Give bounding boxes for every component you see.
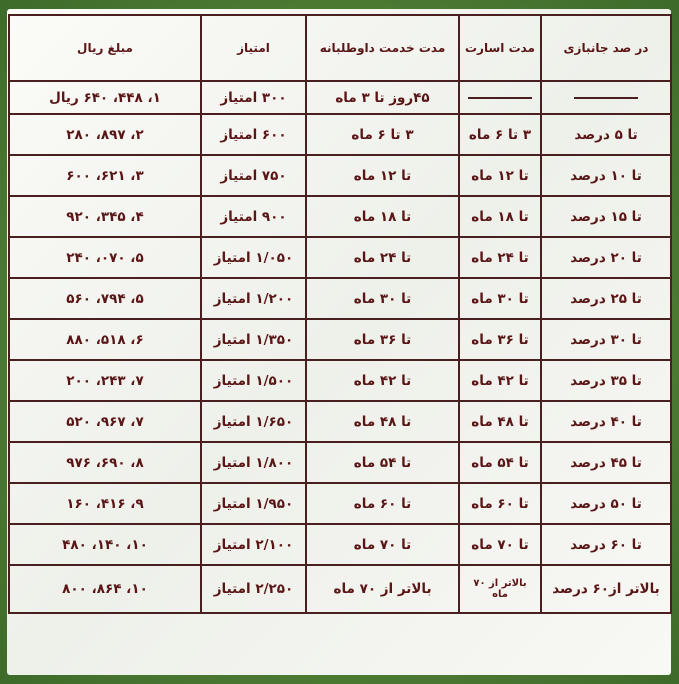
disability-cell: تا ۲۵ درصد xyxy=(540,277,672,320)
service-cell: تا ۳۶ ماه xyxy=(305,318,460,361)
service-cell: تا ۱۲ ماه xyxy=(305,154,460,197)
captivity-cell: تا ۵۴ ماه xyxy=(458,441,542,484)
service-cell: تا ۶۰ ماه xyxy=(305,482,460,525)
captivity-cell: بالاتر از ۷۰ ماه xyxy=(458,564,542,614)
disability-cell: تا ۲۰ درصد xyxy=(540,236,672,279)
captivity-cell: تا ۳۰ ماه xyxy=(458,277,542,320)
header-cell: مدت اسارت xyxy=(458,14,542,82)
table-row: تا ۳۵ درصد تا ۴۲ ماه تا ۴۲ ماه ۱/۵۰۰ امتیاز… xyxy=(8,359,672,402)
service-cell: بالاتر از ۷۰ ماه xyxy=(305,564,460,614)
service-cell: ۳ تا ۶ ماه xyxy=(305,113,460,156)
captivity-cell: تا ۱۸ ماه xyxy=(458,195,542,238)
points-cell: ۱/۰۵۰ امتیاز xyxy=(200,236,307,279)
amount-cell: ۷، ۹۶۷، ۵۲۰ xyxy=(8,400,202,443)
disability-cell: تا ۵۰ درصد xyxy=(540,482,672,525)
captivity-cell: تا ۳۶ ماه xyxy=(458,318,542,361)
table-row: تا ۵۰ درصد تا ۶۰ ماه تا ۶۰ ماه ۱/۹۵۰ امتیاز… xyxy=(8,482,672,525)
amount-cell: ۴، ۳۴۵، ۹۲۰ xyxy=(8,195,202,238)
service-cell: تا ۱۸ ماه xyxy=(305,195,460,238)
points-cell: ۱/۵۰۰ امتیاز xyxy=(200,359,307,402)
amount-cell: ۲، ۸۹۷، ۲۸۰ xyxy=(8,113,202,156)
amount-cell: ۱۰، ۸۶۴، ۸۰۰ xyxy=(8,564,202,614)
disability-cell: تا ۶۰ درصد xyxy=(540,523,672,566)
points-cell: ۱/۳۵۰ امتیاز xyxy=(200,318,307,361)
amount-cell: ۵، ۰۷۰، ۲۴۰ xyxy=(8,236,202,279)
header-cell: مدت خدمت داوطلبانه xyxy=(305,14,460,82)
disability-cell: تا ۱۵ درصد xyxy=(540,195,672,238)
captivity-cell: تا ۲۴ ماه xyxy=(458,236,542,279)
points-cell: ۱/۶۵۰ امتیاز xyxy=(200,400,307,443)
table-row: تا ۴۵ درصد تا ۵۴ ماه تا ۵۴ ماه ۱/۸۰۰ امتیاز… xyxy=(8,441,672,484)
disability-cell: تا ۳۵ درصد xyxy=(540,359,672,402)
points-cell: ۷۵۰ امتیاز xyxy=(200,154,307,197)
dash xyxy=(574,96,638,99)
amount-cell: ۳، ۶۲۱، ۶۰۰ xyxy=(8,154,202,197)
points-cell: ۱/۹۵۰ امتیاز xyxy=(200,482,307,525)
service-cell: تا ۴۲ ماه xyxy=(305,359,460,402)
amount-cell: ۹، ۴۱۶، ۱۶۰ xyxy=(8,482,202,525)
panel: در صد جانبازی مدت اسارت مدت خدمت داوطلبانه… xyxy=(7,9,672,675)
points-cell: ۲/۱۰۰ امتیاز xyxy=(200,523,307,566)
captivity-cell: تا ۷۰ ماه xyxy=(458,523,542,566)
amount-cell: ۱، ۴۴۸، ۶۴۰ ریال xyxy=(8,80,202,115)
points-cell: ۲/۲۵۰ امتیاز xyxy=(200,564,307,614)
disability-cell: تا ۱۰ درصد xyxy=(540,154,672,197)
table-row: تا ۳۰ درصد تا ۳۶ ماه تا ۳۶ ماه ۱/۳۵۰ امتیاز… xyxy=(8,318,672,361)
disability-cell: بالاتر از۶۰ درصد xyxy=(540,564,672,614)
amount-cell: ۱۰، ۱۴۰، ۴۸۰ xyxy=(8,523,202,566)
table-row: تا ۴۰ درصد تا ۴۸ ماه تا ۴۸ ماه ۱/۶۵۰ امتیاز… xyxy=(8,400,672,443)
points-cell: ۳۰۰ امتیاز xyxy=(200,80,307,115)
disability-cell: تا ۵ درصد xyxy=(540,113,672,156)
service-cell: ۴۵روز تا ۳ ماه xyxy=(305,80,460,115)
header-cell: امتیاز xyxy=(200,14,307,82)
amount-cell: ۶، ۵۱۸، ۸۸۰ xyxy=(8,318,202,361)
captivity-cell: تا ۶۰ ماه xyxy=(458,482,542,525)
amount-cell: ۷، ۲۴۳، ۲۰۰ xyxy=(8,359,202,402)
service-cell: تا ۲۴ ماه xyxy=(305,236,460,279)
table-row: تا ۱۰ درصد تا ۱۲ ماه تا ۱۲ ماه ۷۵۰ امتیاز ۳،… xyxy=(8,154,672,197)
amount-cell: ۵، ۷۹۴، ۵۶۰ xyxy=(8,277,202,320)
points-cell: ۱/۲۰۰ امتیاز xyxy=(200,277,307,320)
points-cell: ۱/۸۰۰ امتیاز xyxy=(200,441,307,484)
points-cell: ۶۰۰ امتیاز xyxy=(200,113,307,156)
table-row: تا ۱۵ درصد تا ۱۸ ماه تا ۱۸ ماه ۹۰۰ امتیاز ۴،… xyxy=(8,195,672,238)
disability-cell: تا ۳۰ درصد xyxy=(540,318,672,361)
captivity-cell: ۳ تا ۶ ماه xyxy=(458,113,542,156)
header-cell: در صد جانبازی xyxy=(540,14,672,82)
captivity-cell: تا ۱۲ ماه xyxy=(458,154,542,197)
points-cell: ۹۰۰ امتیاز xyxy=(200,195,307,238)
service-cell: تا ۷۰ ماه xyxy=(305,523,460,566)
captivity-cell: تا ۴۸ ماه xyxy=(458,400,542,443)
disability-cell xyxy=(540,80,672,115)
table-row: ۴۵روز تا ۳ ماه ۳۰۰ امتیاز ۱، ۴۴۸، ۶۴۰ ریال xyxy=(8,80,672,115)
dash xyxy=(468,96,532,99)
table-row: تا ۶۰ درصد تا ۷۰ ماه تا ۷۰ ماه ۲/۱۰۰ امتیاز… xyxy=(8,523,672,566)
service-cell: تا ۵۴ ماه xyxy=(305,441,460,484)
table-row: بالاتر از۶۰ درصد بالاتر از ۷۰ ماه بالاتر ا… xyxy=(8,564,672,614)
table-row: تا ۲۵ درصد تا ۳۰ ماه تا ۳۰ ماه ۱/۲۰۰ امتیاز… xyxy=(8,277,672,320)
disability-cell: تا ۴۰ درصد xyxy=(540,400,672,443)
benefits-table: در صد جانبازی مدت اسارت مدت خدمت داوطلبانه… xyxy=(8,14,672,614)
captivity-cell xyxy=(458,80,542,115)
header-cell: مبلغ ریال xyxy=(8,14,202,82)
amount-cell: ۸، ۶۹۰، ۹۷۶ xyxy=(8,441,202,484)
service-cell: تا ۴۸ ماه xyxy=(305,400,460,443)
service-cell: تا ۳۰ ماه xyxy=(305,277,460,320)
disability-cell: تا ۴۵ درصد xyxy=(540,441,672,484)
captivity-cell: تا ۴۲ ماه xyxy=(458,359,542,402)
header-row: در صد جانبازی مدت اسارت مدت خدمت داوطلبانه… xyxy=(8,14,672,82)
table-row: تا ۲۰ درصد تا ۲۴ ماه تا ۲۴ ماه ۱/۰۵۰ امتیاز… xyxy=(8,236,672,279)
table-row: تا ۵ درصد ۳ تا ۶ ماه ۳ تا ۶ ماه ۶۰۰ امتیاز ۲… xyxy=(8,113,672,156)
